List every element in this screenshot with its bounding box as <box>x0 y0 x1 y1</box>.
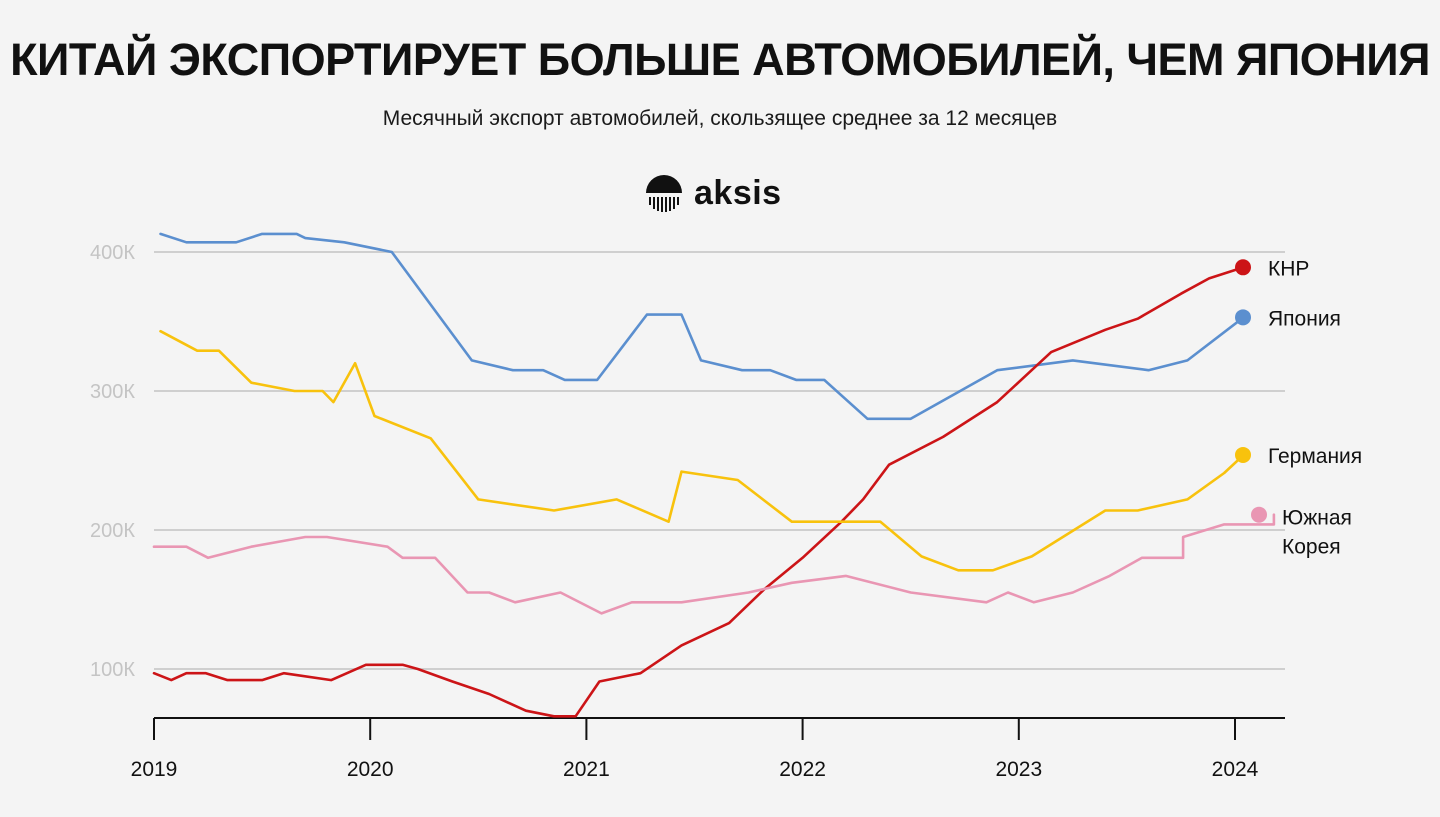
y-tick-label: 300К <box>90 381 135 403</box>
aksis-logo-icon <box>646 175 682 212</box>
y-tick-label: 400К <box>90 242 135 264</box>
chart-title: КИТАЙ ЭКСПОРТИРУЕТ БОЛЬШЕ АВТОМОБИЛЕЙ, Ч… <box>10 34 1430 85</box>
series-line-germany <box>159 329 1245 572</box>
x-tick-label: 2023 <box>995 758 1042 781</box>
legend-marker-japan <box>1235 309 1251 326</box>
legend-label-china: КНР <box>1268 257 1309 280</box>
legend-label-germany: Германия <box>1268 445 1362 468</box>
brand-logo: aksis <box>644 172 782 214</box>
y-tick-label: 100К <box>90 659 135 681</box>
legend-marker-china <box>1235 259 1251 276</box>
x-tick-label: 2022 <box>779 758 826 781</box>
legend-marker-germany <box>1235 446 1251 463</box>
x-tick-label: 2021 <box>563 758 610 781</box>
x-axis: 2019 2020 2021 2022 2023 2024 <box>131 717 1285 781</box>
y-tick-label: 200К <box>90 520 135 542</box>
series-line-japan <box>159 232 1245 421</box>
legend-label-korea-line-0: Южная <box>1282 507 1352 530</box>
chart-subtitle: Месячный экспорт автомобилей, скользящее… <box>382 107 1058 130</box>
legend-layer: КНР Япония Германия Южная Корея <box>1235 257 1362 559</box>
series-line-china <box>152 265 1245 718</box>
brand-name: aksis <box>694 173 782 212</box>
legend-marker-korea <box>1251 506 1267 523</box>
legend-label-japan: Япония <box>1268 307 1341 330</box>
x-tick-label: 2020 <box>347 758 394 781</box>
grid-layer: 100К 200К 300К 400К <box>90 242 1285 681</box>
legend-label-korea-line-1: Корея <box>1282 536 1341 559</box>
series-line-korea <box>152 513 1276 615</box>
x-tick-label: 2019 <box>131 758 178 781</box>
x-tick-label: 2024 <box>1212 758 1259 781</box>
series-layer <box>152 232 1276 718</box>
